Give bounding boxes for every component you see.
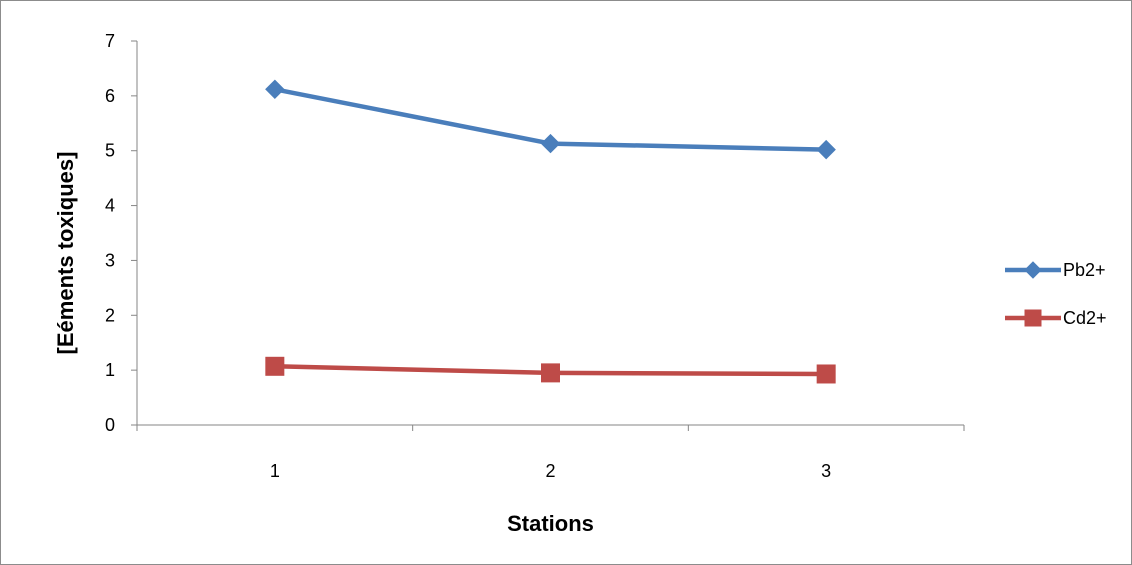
data-point <box>540 133 561 154</box>
data-point <box>265 79 285 99</box>
x-tick-label: 3 <box>821 461 831 481</box>
legend-marker <box>1024 309 1042 327</box>
legend: Pb2+ Cd2+ <box>1005 260 1107 328</box>
x-tick-labels: 1 2 3 <box>270 461 831 481</box>
legend-item: Cd2+ <box>1005 308 1107 328</box>
y-tick-label: 6 <box>105 86 115 106</box>
data-point <box>816 364 836 384</box>
y-tick-label: 7 <box>105 31 115 51</box>
series-diamond <box>265 79 836 160</box>
x-tick-label: 2 <box>545 461 555 481</box>
data-point <box>265 356 285 376</box>
y-axis-title: [Eéments toxiques] <box>53 152 78 355</box>
x-axis-title: Stations <box>507 511 594 536</box>
y-tick-label: 0 <box>105 415 115 435</box>
y-tick-label: 2 <box>105 305 115 325</box>
data-point <box>541 363 560 383</box>
legend-item: Pb2+ <box>1005 260 1106 280</box>
series-layer <box>265 79 836 384</box>
y-tick-label: 4 <box>105 196 115 216</box>
x-tick-label: 1 <box>270 461 280 481</box>
y-tick-labels: 0 1 2 3 4 5 6 7 <box>105 31 115 435</box>
axes <box>131 40 965 431</box>
y-tick-label: 1 <box>105 360 115 380</box>
legend-label: Pb2+ <box>1063 260 1106 280</box>
y-tick-label: 5 <box>105 141 115 161</box>
series-square <box>265 356 836 384</box>
legend-marker <box>1024 261 1042 279</box>
legend-label: Cd2+ <box>1063 308 1107 328</box>
y-tick-label: 3 <box>105 250 115 270</box>
data-point <box>816 139 836 160</box>
